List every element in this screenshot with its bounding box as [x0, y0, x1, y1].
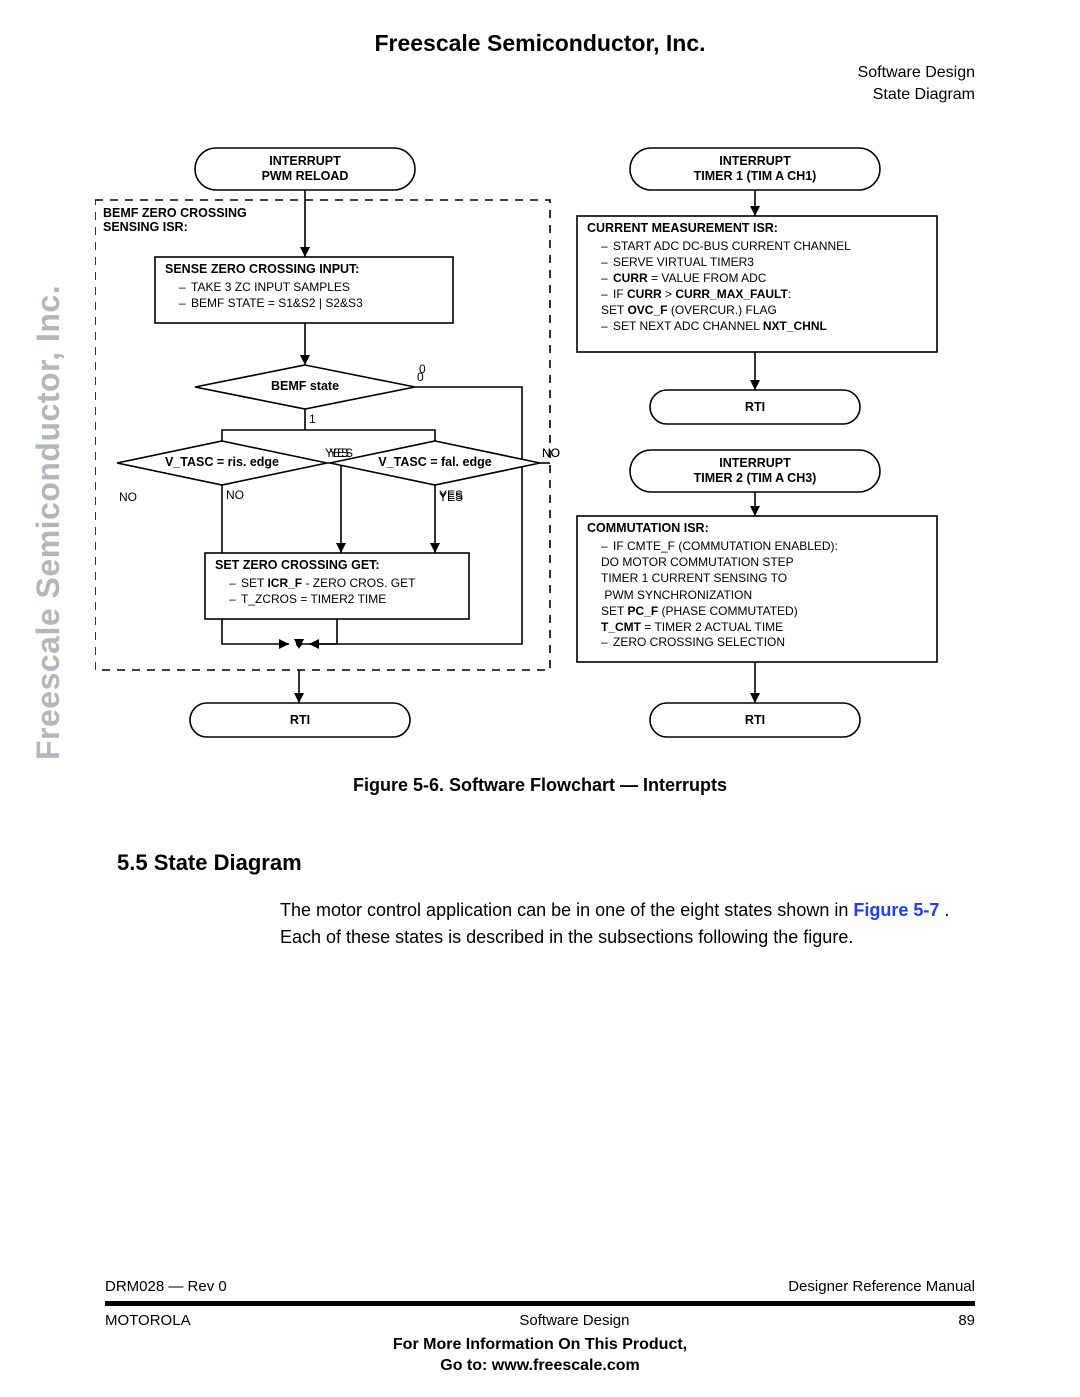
- flowchart-text: RTI: [650, 400, 860, 414]
- footer-info-2: Go to: www.freescale.com: [0, 1356, 1080, 1377]
- flowchart-text: RTI: [190, 713, 410, 727]
- flowchart-text: –BEMF STATE = S1&S2 | S2&S3: [179, 295, 447, 311]
- body-pre: The motor control application can be in …: [280, 900, 853, 920]
- flowchart-text: NO: [226, 487, 266, 503]
- flowchart-text: TIMER 1 (TIM A CH1): [630, 169, 880, 183]
- flowchart-text: INTERRUPT: [630, 154, 880, 168]
- footer-vendor: MOTOROLA: [105, 1312, 191, 1329]
- flowchart-figure: INTERRUPTPWM RELOADINTERRUPTTIMER 1 (TIM…: [95, 140, 965, 770]
- flowchart-text: V_TASC = fal. edge: [330, 455, 540, 469]
- footer-info-1: For More Information On This Product,: [0, 1335, 1080, 1356]
- body-paragraph: The motor control application can be in …: [280, 897, 960, 951]
- flowchart-text: 0: [419, 361, 439, 377]
- flowchart-text: SET ZERO CROSSING GET:: [215, 558, 459, 572]
- flowchart-text: RTI: [650, 713, 860, 727]
- figure-caption: Figure 5-6. Software Flowchart — Interru…: [0, 775, 1080, 796]
- footer-chapter: Software Design: [191, 1312, 959, 1329]
- flowchart-text: INTERRUPT: [630, 456, 880, 470]
- header-line-2: State Diagram: [858, 84, 975, 106]
- page-title: Freescale Semiconductor, Inc.: [0, 30, 1080, 57]
- flowchart-text: INTERRUPT: [195, 154, 415, 168]
- flowchart-text: –SET NEXT ADC CHANNEL NXT_CHNL: [601, 318, 931, 334]
- header-line-1: Software Design: [858, 62, 975, 84]
- flowchart-text: –START ADC DC-BUS CURRENT CHANNEL: [601, 238, 931, 254]
- flowchart-text: NO: [119, 489, 149, 505]
- flowchart-text: CURRENT MEASUREMENT ISR:: [587, 221, 927, 235]
- flowchart-text: –IF CURR > CURR_MAX_FAULT:SET OVC_F (OVE…: [601, 286, 931, 318]
- flowchart-text: PWM RELOAD: [195, 169, 415, 183]
- flowchart-text: –SET ICR_F - ZERO CROS. GET: [229, 575, 463, 591]
- footer-doc-title: Designer Reference Manual: [788, 1278, 975, 1295]
- flowchart-text: –SERVE VIRTUAL TIMER3: [601, 254, 931, 270]
- flowchart-text: COMMUTATION ISR:: [587, 521, 927, 535]
- header-right: Software Design State Diagram: [858, 62, 975, 105]
- figure-reference-link[interactable]: Figure 5-7: [853, 900, 939, 920]
- footer-doc-rev: DRM028 — Rev 0: [105, 1278, 227, 1295]
- flowchart-text: NO: [542, 445, 572, 461]
- flowchart-text: TIMER 2 (TIM A CH3): [630, 471, 880, 485]
- footer-info: For More Information On This Product, Go…: [0, 1335, 1080, 1377]
- side-text: Freescale Semiconductor, Inc.: [30, 285, 67, 760]
- flowchart-text: BEMF state: [195, 379, 415, 393]
- flowchart-text: YES: [439, 489, 473, 505]
- flowchart-text: SENSE ZERO CROSSING INPUT:: [165, 262, 443, 276]
- flowchart-text: V_TASC = ris. edge: [117, 455, 327, 469]
- footer: DRM028 — Rev 0 Designer Reference Manual…: [105, 1278, 975, 1329]
- section-heading: 5.5 State Diagram: [117, 850, 302, 876]
- flowchart-text: –CURR = VALUE FROM ADC: [601, 270, 931, 286]
- flowchart-text: –T_ZCROS = TIMER2 TIME: [229, 591, 463, 607]
- flowchart-text: BEMF ZERO CROSSING SENSING ISR:: [103, 206, 303, 234]
- flowchart-text: –IF CMTE_F (COMMUTATION ENABLED):DO MOTO…: [601, 538, 931, 635]
- flowchart-text: –ZERO CROSSING SELECTION: [601, 634, 931, 650]
- flowchart-text: YES: [325, 445, 359, 461]
- footer-page-number: 89: [958, 1312, 975, 1329]
- flowchart-text: 1: [309, 411, 349, 427]
- flowchart-text: –TAKE 3 ZC INPUT SAMPLES: [179, 279, 447, 295]
